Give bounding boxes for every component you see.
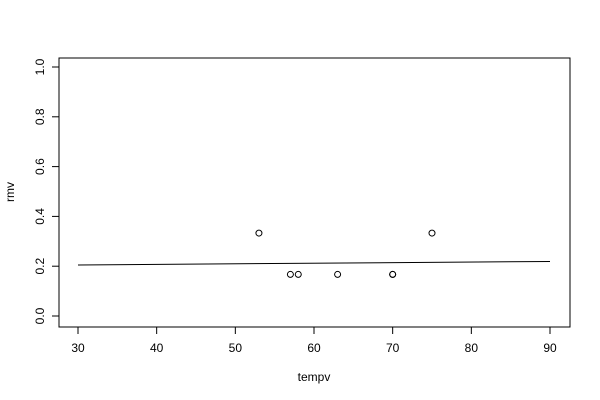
y-tick-label: 0.0	[33, 307, 47, 324]
x-tick-label: 60	[307, 341, 321, 355]
x-tick-label: 80	[465, 341, 479, 355]
y-tick-label: 1.0	[33, 58, 47, 75]
data-point	[255, 229, 263, 237]
fit-line	[77, 260, 551, 266]
x-tick-label: 40	[150, 341, 164, 355]
data-point	[389, 270, 397, 278]
x-tick-label: 50	[229, 341, 243, 355]
y-tick-label: 0.6	[33, 158, 47, 175]
y-tick-label: 0.2	[33, 258, 47, 275]
x-tick-label: 30	[71, 341, 85, 355]
data-point	[428, 229, 436, 237]
y-tick-label: 0.4	[33, 208, 47, 225]
data-point	[294, 270, 302, 278]
y-tick-label: 0.8	[33, 108, 47, 125]
data-point	[286, 270, 294, 278]
y-axis-label: rmv	[3, 182, 17, 202]
data-marks	[77, 229, 551, 278]
x-axis: 30 40 50 60 70 80 90	[71, 326, 557, 355]
data-point	[334, 270, 342, 278]
x-tick-label: 70	[386, 341, 400, 355]
x-axis-label: tempv	[298, 370, 331, 384]
plot-box	[58, 57, 571, 328]
x-tick-label: 90	[543, 341, 557, 355]
y-axis: 0.0 0.2 0.4 0.6 0.8 1.0	[33, 58, 60, 324]
